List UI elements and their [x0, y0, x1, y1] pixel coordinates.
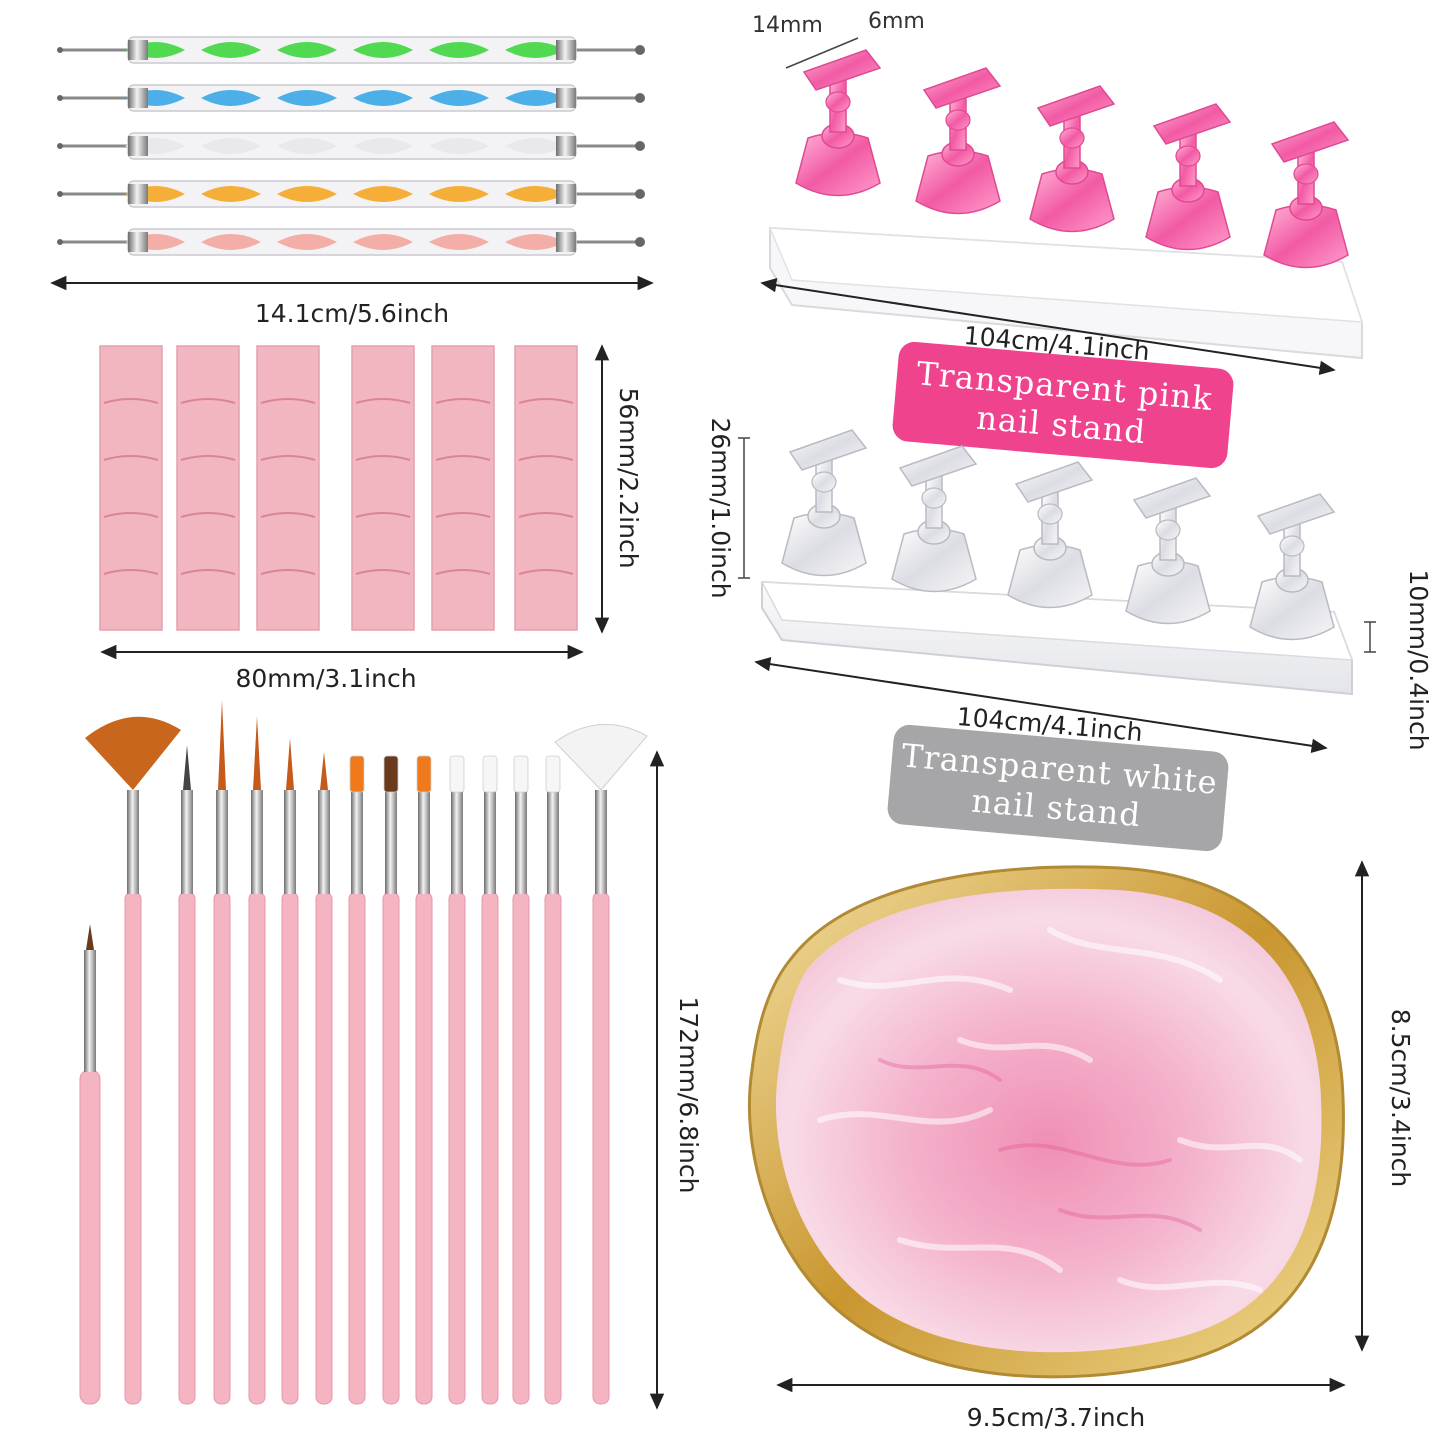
resin-palette [748, 865, 1345, 1379]
clip-strip [351, 345, 415, 631]
dotting-tool [57, 132, 645, 160]
strip-height-label: 56mm/2.2inch [614, 387, 643, 568]
pink-stand-badge: Transparent pink nail stand [892, 341, 1234, 469]
dotting-tool [57, 36, 645, 64]
clip-strips [99, 345, 578, 631]
nail-brush [281, 738, 299, 1405]
nail-holder [1263, 121, 1350, 269]
nail-holder [781, 429, 868, 577]
white-badge-bg [887, 724, 1229, 852]
white-stand-badge: Transparent white nail stand [887, 724, 1229, 852]
white-holder-height-label: 26mm/1.0inch [706, 417, 735, 598]
dotting-tool [57, 228, 645, 256]
pink-nail-stand [768, 49, 1364, 360]
dotting-tool [57, 180, 645, 208]
clip-strip [514, 345, 578, 631]
nail-brush [348, 755, 366, 1405]
pink-length-arrow [760, 278, 1336, 375]
clip-strip [431, 345, 495, 631]
nail-brush [512, 755, 530, 1405]
nail-brush [554, 723, 648, 1405]
nail-brush [544, 755, 562, 1405]
clip-strip [256, 345, 320, 631]
nail-brush [448, 755, 466, 1405]
clip-strip [99, 345, 163, 631]
palette-width-label: 9.5cm/3.7inch [967, 1403, 1145, 1432]
white-nail-stand [760, 429, 1354, 696]
nail-brush [415, 755, 433, 1405]
nail-brushes [79, 700, 648, 1405]
nail-brush [178, 745, 196, 1405]
white-length-arrow [754, 657, 1328, 753]
pink-top-depth-label: 6mm [868, 9, 925, 34]
dotting-tool [57, 84, 645, 112]
pink-top-width-label: 14mm [752, 13, 823, 38]
nail-holder [1007, 461, 1094, 609]
pink-top-width-arrow [785, 37, 859, 69]
pink-badge-bg [892, 341, 1234, 469]
nail-brush [481, 755, 499, 1405]
nail-brush [213, 700, 231, 1405]
nail-brush [315, 752, 333, 1405]
nail-holder [915, 67, 1002, 215]
nail-holder [891, 445, 978, 593]
detail-brush [79, 924, 101, 1405]
strip-width-label: 80mm/3.1inch [235, 664, 416, 693]
nail-brush [85, 716, 181, 1405]
nail-holder [1249, 493, 1336, 641]
nail-brush [248, 716, 266, 1405]
palette-height-label: 8.5cm/3.4inch [1386, 1009, 1415, 1187]
clip-strip [176, 345, 240, 631]
nail-holder [1125, 477, 1212, 625]
dotting-width-label: 14.1cm/5.6inch [255, 299, 449, 328]
dotting-tools [57, 36, 645, 256]
brush-length-label: 172mm/6.8inch [674, 997, 703, 1194]
nail-brush [382, 755, 400, 1405]
nail-holder [1145, 103, 1232, 251]
white-base-height-label: 10mm/0.4inch [1404, 569, 1433, 750]
nail-holder [1029, 85, 1116, 233]
nail-holder [795, 49, 882, 197]
